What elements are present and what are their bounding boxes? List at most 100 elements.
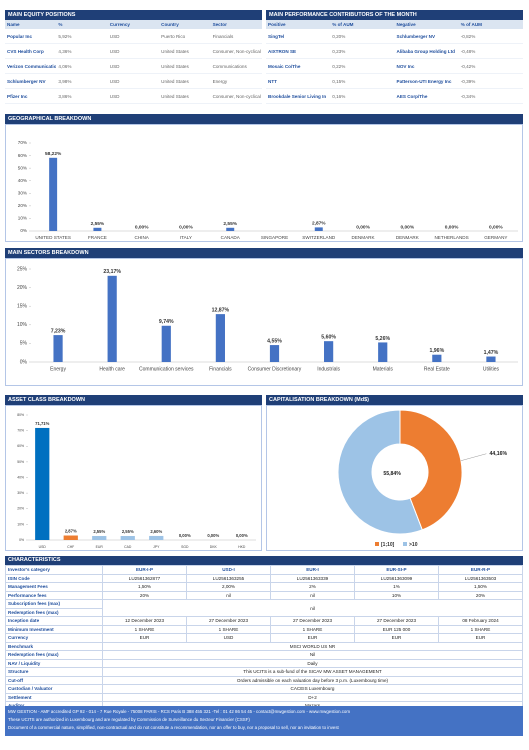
cell: LU2561363503 — [438, 573, 523, 583]
cell: 3,98% — [56, 73, 108, 89]
contributors-table: Positive% of AUM Negative% of AUM SingTel 0… — [266, 20, 523, 104]
cell: CACEIS Luxembourg — [102, 684, 523, 694]
cell: Nil — [102, 650, 523, 660]
row-label: Benchmark — [5, 641, 103, 651]
footer: MW GESTION - AMF accredited GP 92 - 014 … — [5, 706, 523, 736]
cell: 27 December 2023 — [270, 616, 355, 626]
row: Inception date 12 December 2023 27 Decembe… — [5, 616, 523, 626]
section-title: ASSET CLASS BREAKDOWN — [5, 395, 262, 405]
cell: 0,20% — [330, 29, 395, 44]
x-tick-label: SGD — [181, 545, 189, 549]
cell: Verizon Communications Inc — [5, 58, 57, 74]
cell: SingTel — [266, 29, 331, 44]
bar — [269, 345, 280, 362]
bar — [35, 427, 50, 540]
bar — [314, 227, 323, 231]
row: NTT 0,15% Patterson-UTI Energy Inc -0,39% — [266, 73, 523, 89]
row-label: Redemption fees (max) — [5, 650, 103, 660]
cell: Brookdale Senior Living In — [266, 88, 331, 104]
cell: Patterson-UTI Energy Inc — [394, 73, 459, 89]
cell: USD — [107, 29, 160, 44]
bar — [324, 341, 334, 362]
cell: USD — [186, 633, 271, 643]
x-tick-label: GERMANY — [484, 235, 507, 240]
cell: 1,50% — [102, 582, 187, 592]
cell: -0,82% — [458, 29, 523, 44]
value-label: 0,00% — [207, 533, 219, 538]
value-label: 58,22% — [45, 151, 62, 157]
x-tick-label: CHF — [67, 545, 74, 549]
cell: EUR-I-P — [102, 565, 187, 575]
bar — [378, 342, 388, 362]
value-label: 9,74% — [159, 319, 174, 325]
bar — [215, 314, 225, 362]
row: Subscription fees (max) nil — [5, 599, 523, 617]
cell: -0,34% — [458, 88, 523, 104]
cell: EUR — [102, 633, 187, 643]
cell: USD — [107, 88, 160, 104]
value-label: 4,55% — [267, 338, 282, 344]
value-label: 1,47% — [484, 350, 499, 356]
bar — [53, 335, 63, 362]
characteristics: CHARACTERISTICS Investor's category EUR-I… — [5, 556, 523, 711]
value-label: 5,26% — [375, 336, 390, 342]
y-tick-label: 30% — [18, 191, 27, 196]
cap-section: CAPITALISATION BREAKDOWN (Md$) 44,16% 55,… — [266, 395, 523, 551]
bar — [120, 536, 135, 540]
x-tick-label: SWITZERLAND — [302, 235, 336, 240]
value-label: 12,87% — [212, 307, 230, 313]
cell: AIXTRON SE — [266, 43, 331, 59]
cell: EUR — [438, 633, 523, 643]
row: Performance fees 20% nil nil 10% 20% — [5, 590, 523, 600]
cell: 1% — [354, 582, 439, 592]
column-header: % of AUM — [330, 20, 395, 29]
cell: Puerto Rico — [159, 29, 211, 44]
equity-table: Name% Currency Country Sector Popular Inc 5,9… — [5, 20, 262, 104]
y-tick-label: 50% — [17, 460, 24, 464]
x-tick-label: JPY — [153, 545, 160, 549]
value-label: 55,84% — [383, 471, 401, 477]
cell: LU2561363099 — [354, 573, 439, 583]
column-header: Currency — [107, 20, 160, 29]
x-tick-label: Financials — [209, 366, 232, 372]
row-label: Custodian / Valuator — [5, 684, 103, 694]
cell: Schlumberger NV — [5, 73, 57, 89]
y-tick-label: 0% — [20, 359, 28, 365]
cell: 0,23% — [330, 43, 395, 59]
value-label: 2,55% — [122, 529, 134, 534]
value-label: 2,87% — [312, 221, 326, 227]
cell: 27 December 2023 — [186, 616, 271, 626]
y-tick-label: 60% — [17, 444, 24, 448]
x-tick-label: CHINA — [135, 235, 150, 240]
bar — [93, 227, 102, 231]
cell: LU2561363255 — [186, 573, 271, 583]
row-label: Structure — [5, 667, 103, 677]
cell: 1 SHARE — [102, 624, 187, 634]
cell: EUR-I — [270, 565, 355, 575]
bar — [432, 354, 442, 362]
x-tick-label: DENMARK — [396, 235, 420, 240]
value-label: 71,71% — [35, 421, 49, 426]
row: Schlumberger NV 3,98% USD United States Ener… — [5, 73, 262, 89]
y-tick-label: 15% — [17, 304, 28, 310]
y-tick-label: 70% — [17, 429, 24, 433]
x-tick-label: NETHERLANDS — [434, 235, 468, 240]
row-label: Currency — [5, 633, 103, 643]
row: Minimum Investment 1 SHARE 1 SHARE 1 SHARE E… — [5, 624, 523, 634]
y-tick-label: 50% — [18, 165, 27, 170]
row: Brookdale Senior Living In 0,16% AES Corp/… — [266, 88, 523, 104]
y-tick-label: 20% — [17, 285, 28, 291]
y-tick-label: 80% — [17, 413, 24, 417]
section-title: MAIN EQUITY POSITIONS — [5, 10, 262, 20]
value-label: 0,00% — [179, 224, 193, 230]
x-tick-label: Utilities — [483, 366, 500, 372]
column-header: Positive — [266, 20, 331, 29]
bar — [107, 275, 117, 362]
row-label: Inception date — [5, 616, 103, 626]
footer-line: These UCITS are authorized in Luxembourg… — [8, 717, 250, 722]
cell: EUR 125 000 — [354, 624, 439, 634]
y-tick-label: 60% — [18, 153, 27, 158]
row: Mosaic Co/The 0,22% NOV Inc -0,42% — [266, 58, 523, 74]
cell: 2% — [270, 582, 355, 592]
y-tick-label: 70% — [18, 140, 27, 145]
